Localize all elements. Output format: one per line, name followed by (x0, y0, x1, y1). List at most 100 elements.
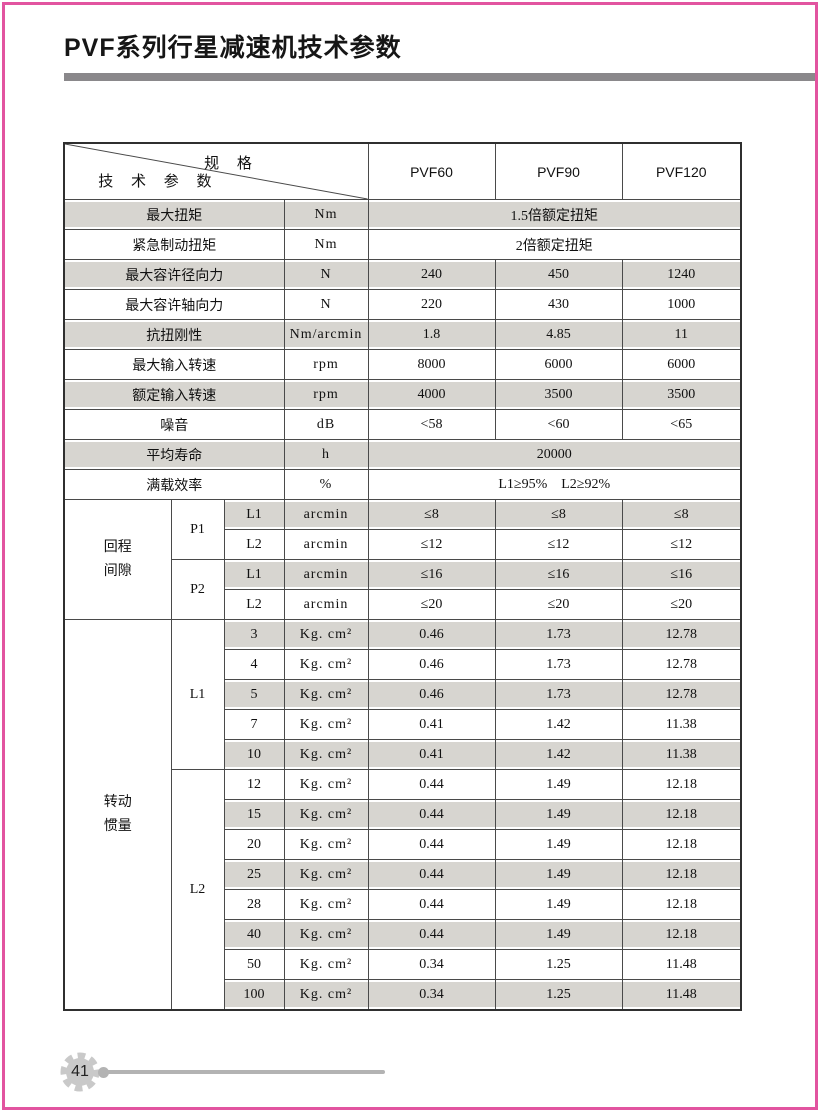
table-row: 额定输入转速 rpm 4000 3500 3500 (63, 379, 742, 410)
param-name-cell: 最大扭矩 (63, 199, 285, 230)
unit-cell: Kg. cm² (283, 619, 369, 650)
unit-cell: rpm (283, 349, 369, 380)
value-cell: 0.34 (367, 949, 496, 980)
unit-cell: Kg. cm² (283, 799, 369, 830)
unit-cell: arcmin (283, 529, 369, 560)
param-name-cell: 额定输入转速 (63, 379, 285, 410)
param-name-cell: 满载效率 (63, 469, 285, 500)
ratio-cell: 20 (223, 829, 285, 860)
value-cell: 0.44 (367, 799, 496, 830)
unit-cell: % (283, 469, 369, 500)
table-row: 28 Kg. cm² 0.44 1.49 12.18 (64, 889, 742, 920)
value-cell: 240 (367, 259, 496, 290)
unit-cell: Kg. cm² (283, 889, 369, 920)
value-cell: <60 (494, 409, 623, 440)
stage-cell: L1 (223, 499, 285, 530)
unit-cell: rpm (283, 379, 369, 410)
stage-cell: L1 (223, 559, 285, 590)
value-cell: ≤20 (367, 589, 496, 620)
value-cell: ≤20 (621, 589, 742, 620)
ratio-cell: 7 (223, 709, 285, 740)
table-row: 满载效率 % L1≥95% L2≥92% (63, 469, 742, 500)
value-cell: 430 (494, 289, 623, 320)
value-cell: 11.38 (621, 709, 742, 740)
value-cell: 6000 (621, 349, 742, 380)
value-cell: 1240 (621, 259, 742, 290)
table-row: 最大扭矩 Nm 1.5倍额定扭矩 (63, 199, 742, 230)
diagonal-corner-cell: 规 格 技 术 参 数 (63, 142, 369, 200)
param-name-cell: 最大容许轴向力 (63, 289, 285, 320)
unit-cell: Kg. cm² (283, 649, 369, 680)
title-underline-bar (64, 73, 815, 81)
param-name-cell: 抗扭刚性 (63, 319, 285, 350)
value-cell: 4000 (367, 379, 496, 410)
value-cell: 1.8 (367, 319, 496, 350)
table-row: 抗扭刚性 Nm/arcmin 1.8 4.85 11 (63, 319, 742, 350)
table-row: 20 Kg. cm² 0.44 1.49 12.18 (64, 829, 742, 860)
table-row: 4 Kg. cm² 0.46 1.73 12.78 (64, 649, 742, 680)
value-cell: ≤20 (494, 589, 623, 620)
value-cell: 1.49 (494, 769, 623, 800)
table-row: 25 Kg. cm² 0.44 1.49 12.18 (64, 859, 742, 890)
value-cell: 1.5倍额定扭矩 (367, 199, 742, 230)
model-header-pvf60: PVF60 (367, 142, 496, 200)
unit-cell: arcmin (283, 589, 369, 620)
value-cell: ≤12 (494, 529, 623, 560)
ratio-cell: 40 (223, 919, 285, 950)
param-name-cell: 噪音 (63, 409, 285, 440)
value-cell: 1.49 (494, 829, 623, 860)
unit-cell: Kg. cm² (283, 919, 369, 950)
ratio-cell: 5 (223, 679, 285, 710)
table-row: 最大容许轴向力 N 220 430 1000 (63, 289, 742, 320)
ratio-cell: 50 (223, 949, 285, 980)
value-cell: 2倍额定扭矩 (367, 229, 742, 260)
value-cell: ≤8 (621, 499, 742, 530)
ratio-cell: 4 (223, 649, 285, 680)
footer-divider-line (104, 1070, 385, 1074)
value-cell: 1000 (621, 289, 742, 320)
unit-cell: Kg. cm² (283, 859, 369, 890)
group-label-line: 惯量 (103, 818, 132, 834)
value-cell: ≤16 (621, 559, 742, 590)
table-row: 最大容许径向力 N 240 450 1240 (63, 259, 742, 290)
value-cell: ≤16 (367, 559, 496, 590)
stage-cell: L2 (170, 769, 225, 1011)
value-cell: 0.41 (367, 739, 496, 770)
param-name-cell: 平均寿命 (63, 439, 285, 470)
value-cell: 1.73 (494, 649, 623, 680)
table-header-row: 规 格 技 术 参 数 PVF60 PVF90 PVF120 (63, 142, 742, 200)
gear-icon (60, 1052, 100, 1092)
group-label-line: 转动 (103, 794, 132, 810)
param-name-cell: 紧急制动扭矩 (63, 229, 285, 260)
unit-cell: N (283, 259, 369, 290)
value-cell: 1.25 (494, 979, 623, 1011)
ratio-cell: 12 (223, 769, 285, 800)
table-row: 50 Kg. cm² 0.34 1.25 11.48 (64, 949, 742, 980)
unit-cell: arcmin (283, 559, 369, 590)
precision-cell: P1 (170, 499, 225, 560)
value-cell: 0.44 (367, 859, 496, 890)
corner-spec-label: 规 格 (204, 156, 259, 172)
value-cell: 12.18 (621, 769, 742, 800)
table-row: L2 arcmin ≤20 ≤20 ≤20 (64, 589, 742, 620)
value-cell: 12.18 (621, 919, 742, 950)
value-cell: 11.38 (621, 739, 742, 770)
value-cell: 3500 (621, 379, 742, 410)
value-cell: <65 (621, 409, 742, 440)
ratio-cell: 28 (223, 889, 285, 920)
value-cell: 1.25 (494, 949, 623, 980)
ratio-cell: 3 (223, 619, 285, 650)
value-cell: 12.18 (621, 829, 742, 860)
unit-cell: Kg. cm² (283, 739, 369, 770)
value-cell: 8000 (367, 349, 496, 380)
precision-cell: P2 (170, 559, 225, 620)
unit-cell: N (283, 289, 369, 320)
table-row: P2 L1 arcmin ≤16 ≤16 ≤16 (64, 559, 742, 620)
unit-cell: dB (283, 409, 369, 440)
value-cell: 0.44 (367, 829, 496, 860)
value-cell: ≤12 (621, 529, 742, 560)
value-cell: 1.49 (494, 799, 623, 830)
value-cell: 1.49 (494, 859, 623, 890)
value-cell: 3500 (494, 379, 623, 410)
value-cell: 0.46 (367, 649, 496, 680)
